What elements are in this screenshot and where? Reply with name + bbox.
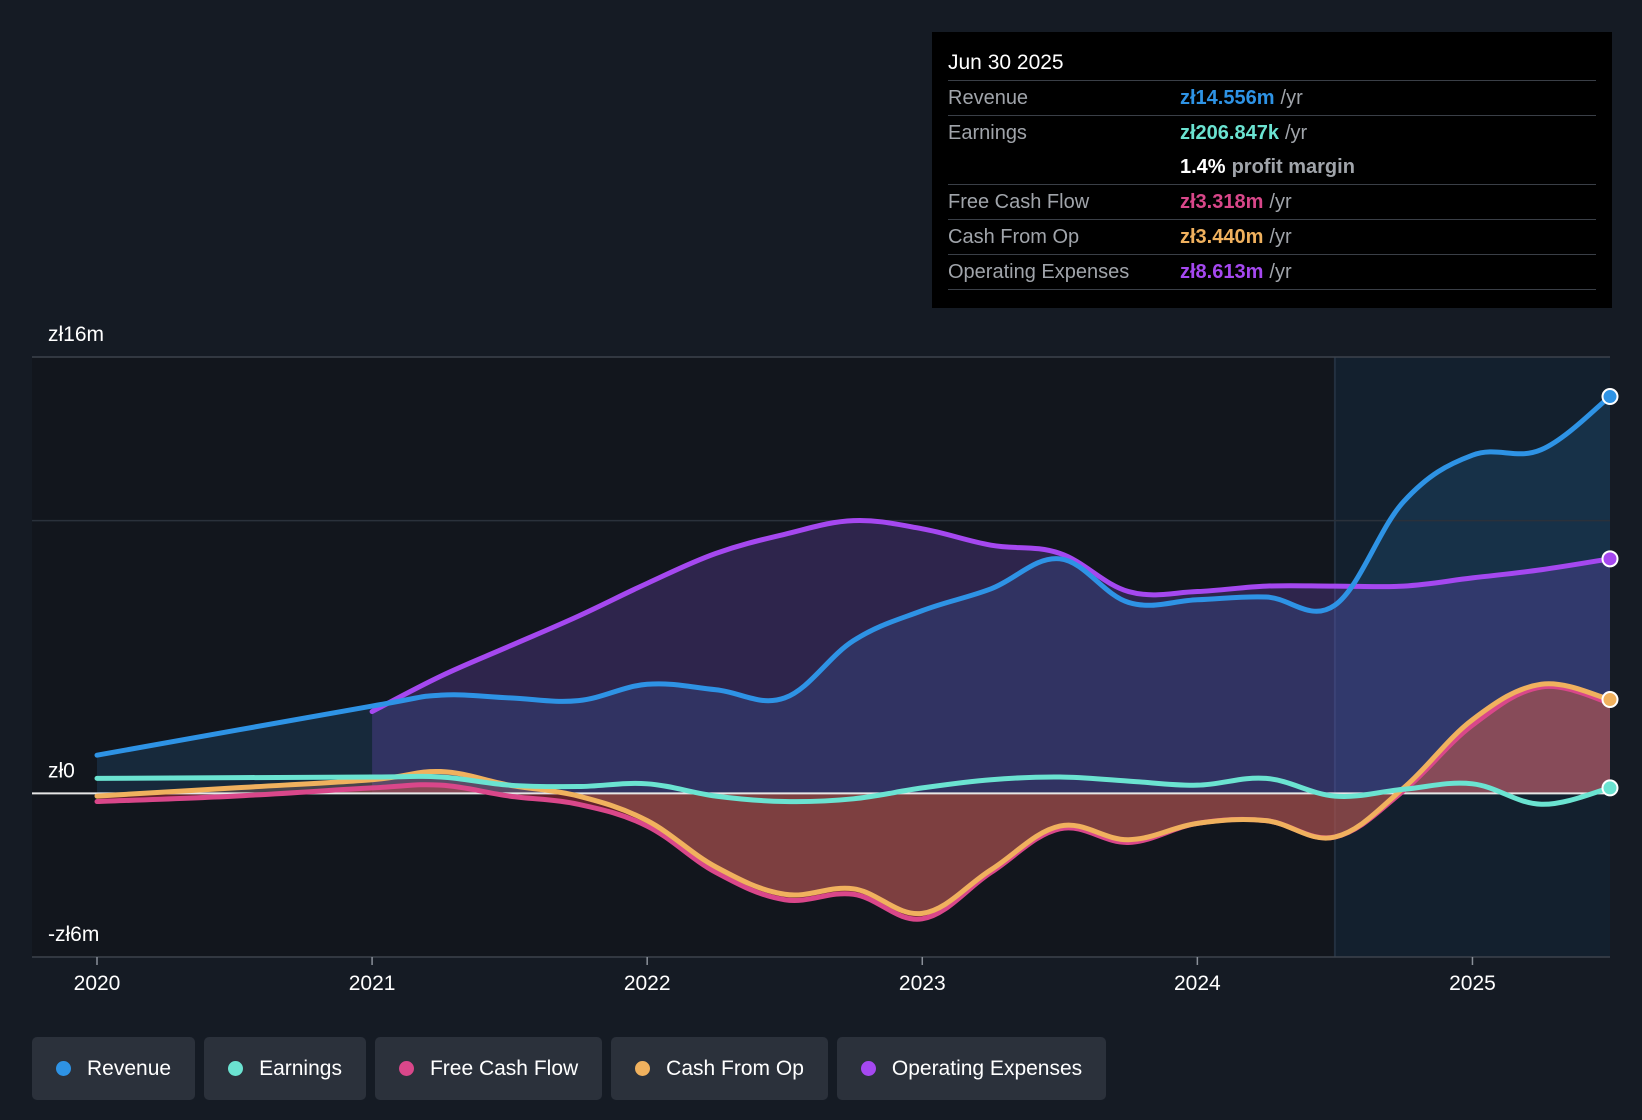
- legend-dot-icon: [228, 1061, 244, 1076]
- x-tick-label: 2024: [1174, 972, 1221, 995]
- tooltip-value: zł8.613m: [1180, 261, 1264, 283]
- y-axis-labels: zł16m zł0 -zł6m: [48, 323, 104, 946]
- tooltip-row-cash-from-op: Cash From Op zł3.440m /yr: [948, 220, 1596, 255]
- tooltip-row-free-cash-flow: Free Cash Flow zł3.318m /yr: [948, 185, 1596, 220]
- plot-area: [32, 357, 1335, 957]
- plot-background: [32, 357, 1610, 957]
- tooltip-value: zł3.318m: [1180, 191, 1264, 213]
- chart-canvas: zł16m zł0 -zł6m 2020 2021 2022 2023 2024 2025: [32, 323, 1619, 995]
- tooltip-unit: profit margin: [1231, 156, 1355, 178]
- legend-label: Cash From Op: [666, 1056, 804, 1080]
- legend-label: Free Cash Flow: [429, 1056, 579, 1080]
- end-marker-cash-from-op: [1601, 691, 1619, 709]
- tooltip-unit: /yr: [1280, 87, 1303, 109]
- tooltip-date: Jun 30 2025: [948, 46, 1596, 81]
- tooltip-label: Earnings: [948, 122, 1027, 144]
- tooltip-unit: /yr: [1284, 122, 1308, 144]
- y-tick-label: zł16m: [48, 323, 104, 346]
- tooltip-value: zł14.556m: [1180, 87, 1275, 109]
- tooltip-unit: /yr: [1269, 226, 1292, 248]
- tooltip-row-operating-expenses: Operating Expenses zł8.613m /yr: [948, 255, 1596, 290]
- tooltip-label: Revenue: [948, 87, 1029, 109]
- legend-item-cash-from-op[interactable]: Cash From Op: [611, 1037, 828, 1100]
- tooltip-value: zł3.440m: [1180, 226, 1264, 248]
- series-line-earnings: [94, 773, 1613, 807]
- y-tick-label: -zł6m: [48, 923, 99, 946]
- legend-label: Revenue: [87, 1056, 172, 1080]
- legend-label: Operating Expenses: [891, 1056, 1083, 1080]
- area-free-cash-flow: [97, 686, 1610, 920]
- series-line-cash-from-op: [94, 681, 1613, 917]
- y-tick-label: zł0: [48, 759, 75, 782]
- end-marker-operating-expenses: [1601, 550, 1619, 568]
- tooltip-panel: Jun 30 2025 Revenue zł14.556m /yr Earnin…: [932, 32, 1612, 308]
- x-tick-label: 2020: [74, 972, 121, 995]
- end-marker-revenue: [1601, 388, 1619, 406]
- legend-item-operating-expenses[interactable]: Operating Expenses: [836, 1037, 1107, 1100]
- x-tick-label: 2023: [899, 972, 946, 995]
- tooltip-value: zł206.847k: [1180, 122, 1279, 144]
- tooltip-row-profit-margin: 1.4% profit margin: [948, 150, 1596, 185]
- series-line-operating-expenses: [369, 518, 1613, 715]
- area-operating-expenses: [372, 520, 1610, 794]
- legend-dot-icon: [860, 1061, 876, 1076]
- legend-item-free-cash-flow[interactable]: Free Cash Flow: [374, 1037, 603, 1100]
- tooltip-unit: /yr: [1269, 261, 1292, 283]
- x-axis-labels: 2020 2021 2022 2023 2024 2025: [74, 957, 1496, 995]
- tooltip-label: Free Cash Flow: [948, 191, 1090, 213]
- series-lines: [94, 394, 1613, 922]
- end-marker-earnings: [1601, 779, 1619, 797]
- legend-dot-icon: [56, 1061, 71, 1076]
- x-tick-label: 2021: [349, 972, 396, 995]
- tooltip-row-revenue: Revenue zł14.556m /yr: [948, 81, 1596, 116]
- legend: Revenue Earnings Free Cash Flow Cash Fro…: [32, 1037, 1107, 1100]
- series-line-revenue: [94, 394, 1613, 758]
- legend-item-revenue[interactable]: Revenue: [32, 1037, 196, 1100]
- series-end-markers: [1601, 388, 1619, 797]
- legend-dot-icon: [635, 1061, 651, 1076]
- tooltip-label: Operating Expenses: [948, 261, 1130, 283]
- tooltip-row-earnings: Earnings zł206.847k /yr: [948, 116, 1596, 150]
- tooltip-unit: /yr: [1269, 191, 1292, 213]
- legend-label: Earnings: [259, 1056, 342, 1080]
- legend-dot-icon: [398, 1061, 414, 1076]
- legend-item-earnings[interactable]: Earnings: [204, 1037, 366, 1100]
- tooltip-label: [948, 150, 1180, 184]
- tooltip-value: 1.4%: [1180, 156, 1226, 178]
- area-revenue: [97, 396, 1610, 794]
- x-tick-label: 2025: [1449, 972, 1496, 995]
- tooltip-label: Cash From Op: [948, 226, 1080, 248]
- x-tick-label: 2022: [624, 972, 671, 995]
